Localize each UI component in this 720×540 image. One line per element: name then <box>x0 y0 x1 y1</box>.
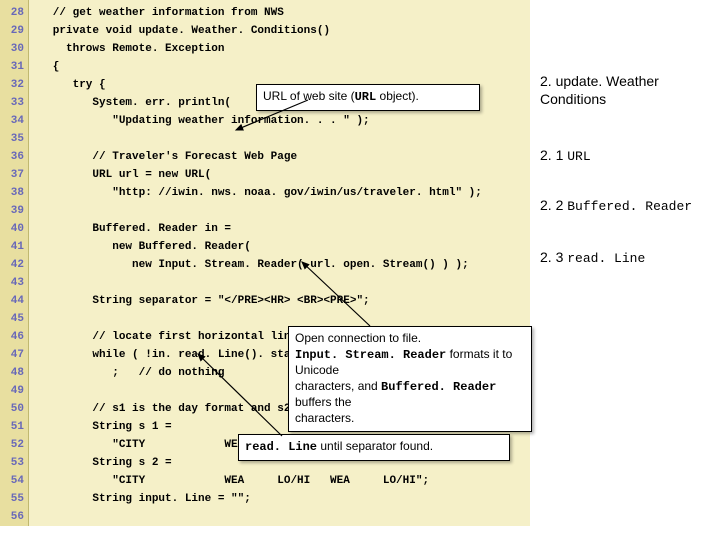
line-number: 47 <box>0 346 28 364</box>
code-line: "CITY WEA LO/HI WEA LO/HI"; <box>33 472 530 490</box>
line-number: 28 <box>0 4 28 22</box>
side-heading: 2. 2 Buffered. Reader <box>540 196 692 216</box>
code-line <box>33 202 530 220</box>
code-line: "http: //iwin. nws. noaa. gov/iwin/us/tr… <box>33 184 530 202</box>
code-line: URL url = new URL( <box>33 166 530 184</box>
line-number: 55 <box>0 490 28 508</box>
line-number: 41 <box>0 238 28 256</box>
callout-open-connection: Open connection to file.Input. Stream. R… <box>288 326 532 432</box>
callout-readline: read. Line until separator found. <box>238 434 510 461</box>
code-line: { <box>33 58 530 76</box>
code-line: "Updating weather information. . . " ); <box>33 112 530 130</box>
line-number: 44 <box>0 292 28 310</box>
line-number: 40 <box>0 220 28 238</box>
line-number: 33 <box>0 94 28 112</box>
side-heading: 2. 1 URL <box>540 146 591 166</box>
line-number: 48 <box>0 364 28 382</box>
line-number: 36 <box>0 148 28 166</box>
code-line: // get weather information from NWS <box>33 4 530 22</box>
line-number: 39 <box>0 202 28 220</box>
side-heading: 2. update. Weather Conditions <box>540 72 715 108</box>
code-line <box>33 508 530 526</box>
line-number: 37 <box>0 166 28 184</box>
line-number: 54 <box>0 472 28 490</box>
line-number: 29 <box>0 22 28 40</box>
line-number: 46 <box>0 328 28 346</box>
code-line <box>33 130 530 148</box>
code-line: Buffered. Reader in = <box>33 220 530 238</box>
line-number: 30 <box>0 40 28 58</box>
line-number: 43 <box>0 274 28 292</box>
code-line <box>33 274 530 292</box>
line-number: 49 <box>0 382 28 400</box>
code-line: // Traveler's Forecast Web Page <box>33 148 530 166</box>
code-line: String separator = "</PRE><HR> <BR><PRE>… <box>33 292 530 310</box>
line-number: 34 <box>0 112 28 130</box>
code-line: private void update. Weather. Conditions… <box>33 22 530 40</box>
line-number: 53 <box>0 454 28 472</box>
line-number: 38 <box>0 184 28 202</box>
side-heading: 2. 3 read. Line <box>540 248 645 268</box>
line-number: 45 <box>0 310 28 328</box>
line-number: 35 <box>0 130 28 148</box>
callout-url: URL of web site (URL object). <box>256 84 480 111</box>
line-number: 51 <box>0 418 28 436</box>
code-line: String input. Line = ""; <box>33 490 530 508</box>
line-number: 50 <box>0 400 28 418</box>
line-number: 31 <box>0 58 28 76</box>
line-number: 42 <box>0 256 28 274</box>
line-number: 32 <box>0 76 28 94</box>
code-line: new Buffered. Reader( <box>33 238 530 256</box>
line-number-gutter: 2829303132333435363738394041424344454647… <box>0 0 29 526</box>
line-number: 52 <box>0 436 28 454</box>
code-line: throws Remote. Exception <box>33 40 530 58</box>
line-number: 56 <box>0 508 28 526</box>
code-line: new Input. Stream. Reader( url. open. St… <box>33 256 530 274</box>
